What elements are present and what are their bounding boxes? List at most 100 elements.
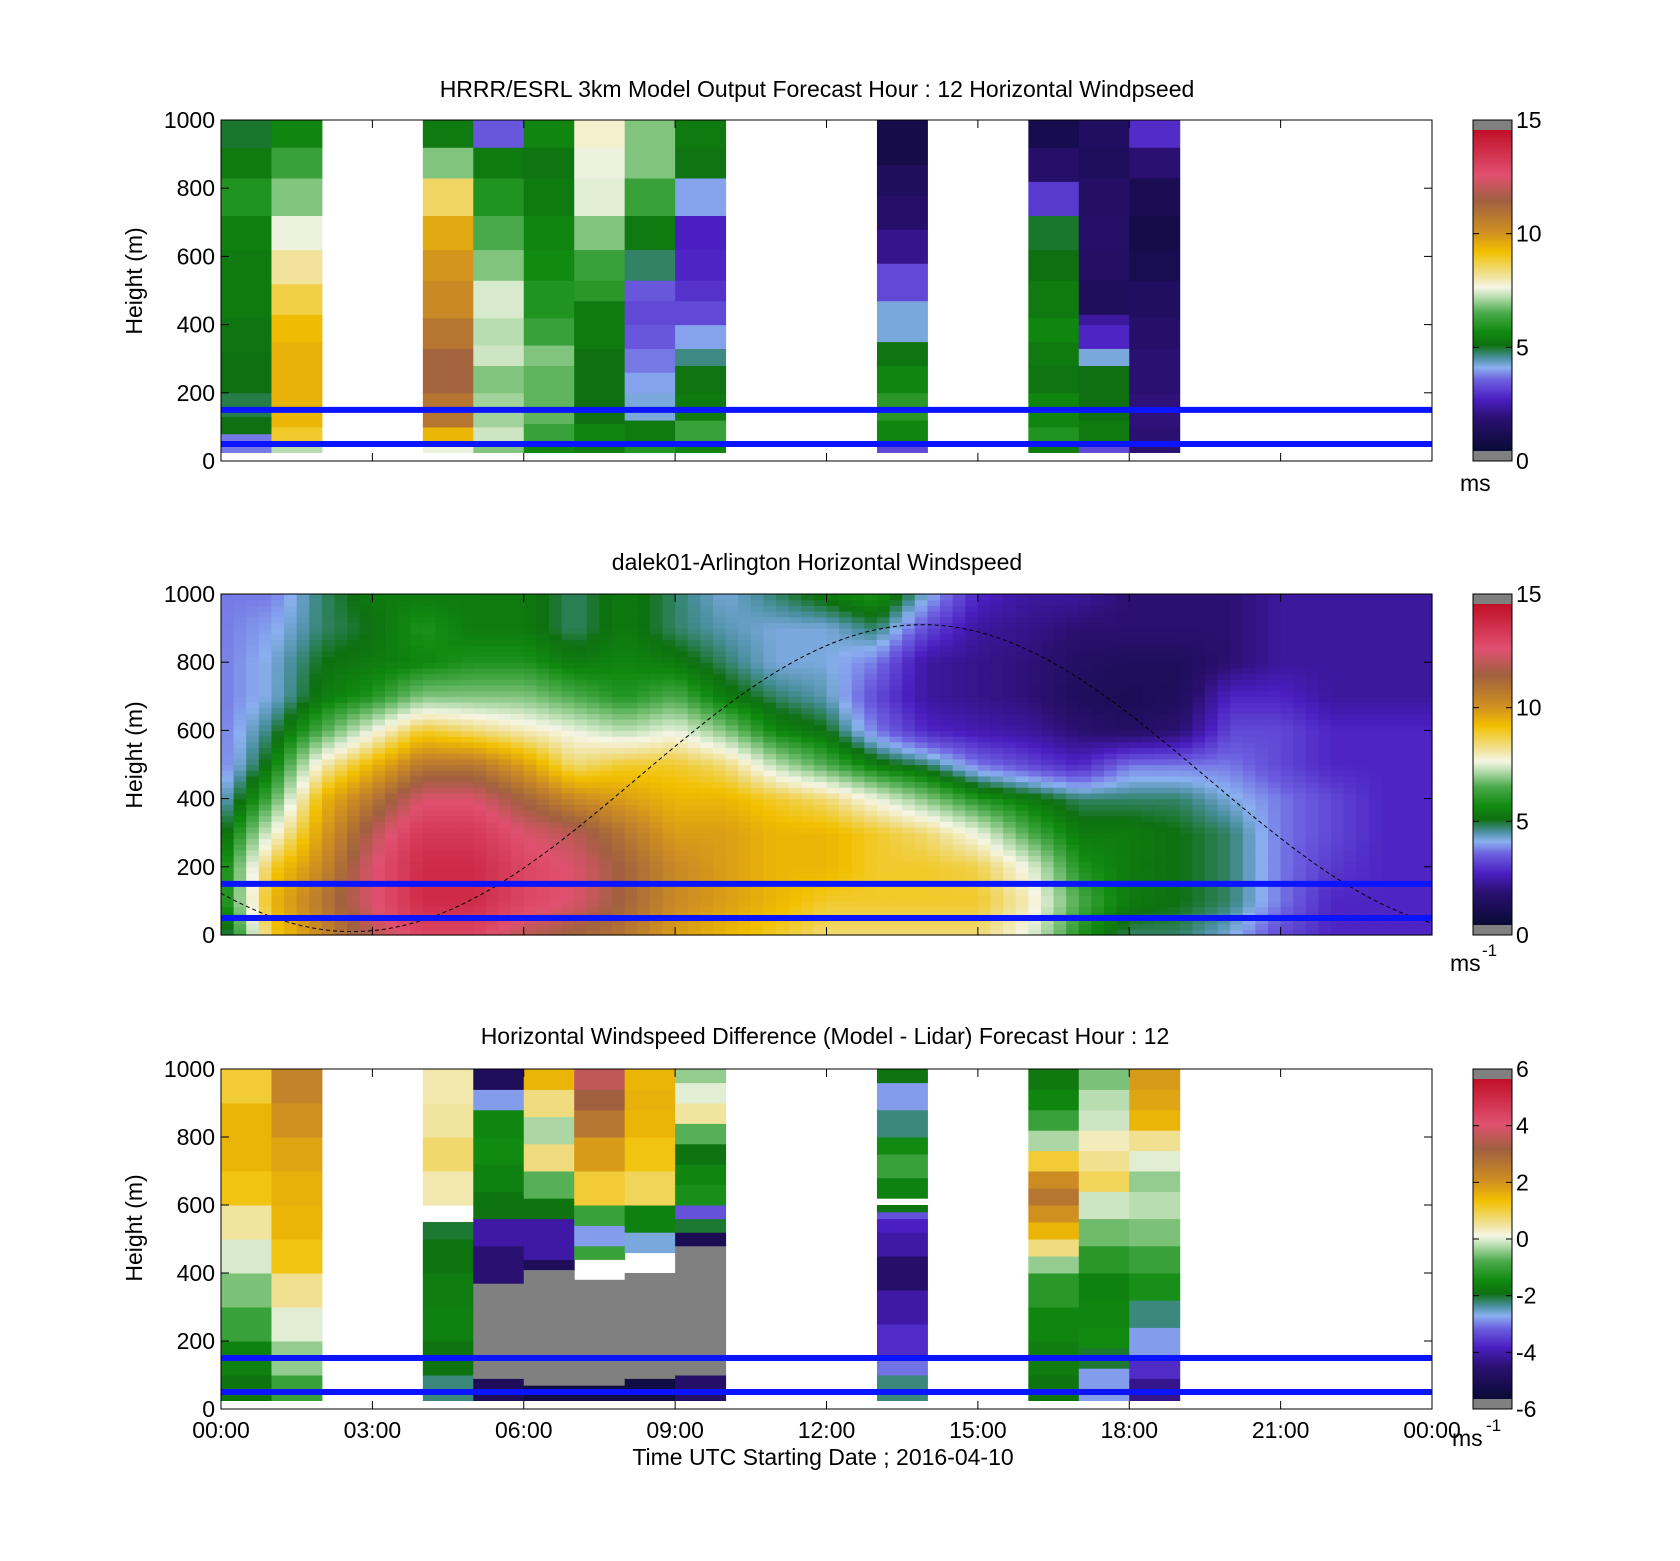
heatmap-cell <box>221 815 235 822</box>
heatmap-cell <box>864 736 878 743</box>
heatmap-cell <box>435 804 449 811</box>
heatmap-cell <box>649 628 664 635</box>
heatmap-cell <box>675 741 689 749</box>
heatmap-cell <box>498 684 512 692</box>
heatmap-cell <box>561 889 575 896</box>
heatmap-cell <box>233 656 247 663</box>
heatmap-cell <box>359 645 373 652</box>
heatmap-cell <box>1179 929 1193 936</box>
heatmap-cell <box>914 667 929 675</box>
heatmap-cell <box>889 622 903 629</box>
heatmap-cell <box>334 855 348 862</box>
heatmap-cell <box>801 917 815 925</box>
heatmap-cell <box>1066 866 1080 874</box>
heatmap-cell <box>1116 747 1130 754</box>
heatmap-cell <box>876 616 891 624</box>
heatmap-cell <box>1179 662 1193 669</box>
heatmap-cell <box>876 656 891 663</box>
heatmap-cell <box>536 917 550 925</box>
heatmap-cell <box>725 701 739 709</box>
heatmap-cell <box>977 673 992 680</box>
heatmap-cell <box>977 650 992 658</box>
heatmap-cell <box>750 872 765 879</box>
heatmap-cell <box>1179 844 1193 851</box>
heatmap-cell <box>1204 707 1219 714</box>
heatmap-cell <box>284 616 298 624</box>
heatmap-cell <box>397 707 411 714</box>
heatmap-cell <box>523 764 537 771</box>
heatmap-cell <box>977 662 992 669</box>
heatmap-cell <box>864 747 878 754</box>
heatmap-cell <box>1003 724 1017 731</box>
heatmap-cell <box>801 701 815 709</box>
heatmap-cell <box>1167 764 1181 771</box>
heatmap-cell <box>347 815 361 822</box>
heatmap-cell <box>725 917 739 925</box>
heatmap-cell <box>1053 781 1067 788</box>
heatmap-cell <box>927 736 941 743</box>
heatmap-cell <box>826 701 840 709</box>
heatmap-cell <box>498 861 512 868</box>
heatmap-cell <box>624 827 638 834</box>
heatmap-cell <box>586 667 601 675</box>
heatmap-cell <box>662 923 676 930</box>
heatmap-cell <box>977 866 992 874</box>
heatmap-cell <box>511 622 525 629</box>
heatmap-cell <box>1179 855 1193 862</box>
heatmap-cell <box>649 616 664 624</box>
heatmap-cell <box>485 792 500 800</box>
heatmap-cell <box>397 804 411 811</box>
heatmap-cell <box>523 667 537 675</box>
heatmap-cell <box>599 781 613 788</box>
heatmap-cell <box>1154 787 1168 794</box>
heatmap-cell <box>397 650 411 658</box>
heatmap-cell <box>334 770 348 777</box>
heatmap-cell <box>864 701 878 709</box>
heatmap-cell <box>801 633 815 641</box>
heatmap-cell <box>776 832 790 839</box>
heatmap-cell <box>498 656 512 663</box>
heatmap-cell <box>258 633 273 641</box>
heatmap-cell <box>473 832 487 839</box>
heatmap-cell <box>511 804 525 811</box>
heatmap-cell <box>1141 906 1156 913</box>
heatmap-cell <box>624 639 638 646</box>
heatmap-cell <box>1167 832 1181 839</box>
heatmap-cell <box>637 662 651 669</box>
heatmap-cell <box>889 792 903 800</box>
heatmap-cell <box>221 611 235 618</box>
heatmap-cell <box>776 827 790 834</box>
heatmap-cell <box>876 667 891 675</box>
heatmap-cell <box>599 673 613 680</box>
heatmap-cell <box>561 673 575 680</box>
heatmap-cell <box>675 392 727 421</box>
heatmap-cell <box>258 645 273 652</box>
heatmap-cell <box>410 622 424 629</box>
heatmap-cell <box>864 832 878 839</box>
heatmap-cell <box>1204 855 1219 862</box>
heatmap-cell <box>384 883 399 891</box>
heatmap-cell <box>233 764 247 771</box>
heatmap-cell <box>1028 215 1080 251</box>
heatmap-cell <box>763 781 777 788</box>
heatmap-cell <box>700 906 714 913</box>
heatmap-cell <box>384 753 399 760</box>
heatmap-cell <box>864 866 878 874</box>
heatmap-cell <box>498 849 512 857</box>
heatmap-cell <box>1116 616 1130 624</box>
heatmap-cell <box>851 690 865 697</box>
heatmap-cell <box>725 827 739 834</box>
heatmap-cell <box>637 741 651 749</box>
heatmap-cell <box>271 616 285 624</box>
heatmap-cell <box>725 747 739 754</box>
heatmap-cell <box>1066 628 1080 635</box>
heatmap-cell <box>776 861 790 868</box>
heatmap-cell <box>561 827 575 834</box>
heatmap-cell <box>1179 622 1193 629</box>
heatmap-cell <box>700 792 714 800</box>
heatmap-cell <box>498 679 512 686</box>
heatmap-cell <box>321 594 336 601</box>
heatmap-cell <box>977 741 992 749</box>
heatmap-cell <box>1104 827 1118 834</box>
